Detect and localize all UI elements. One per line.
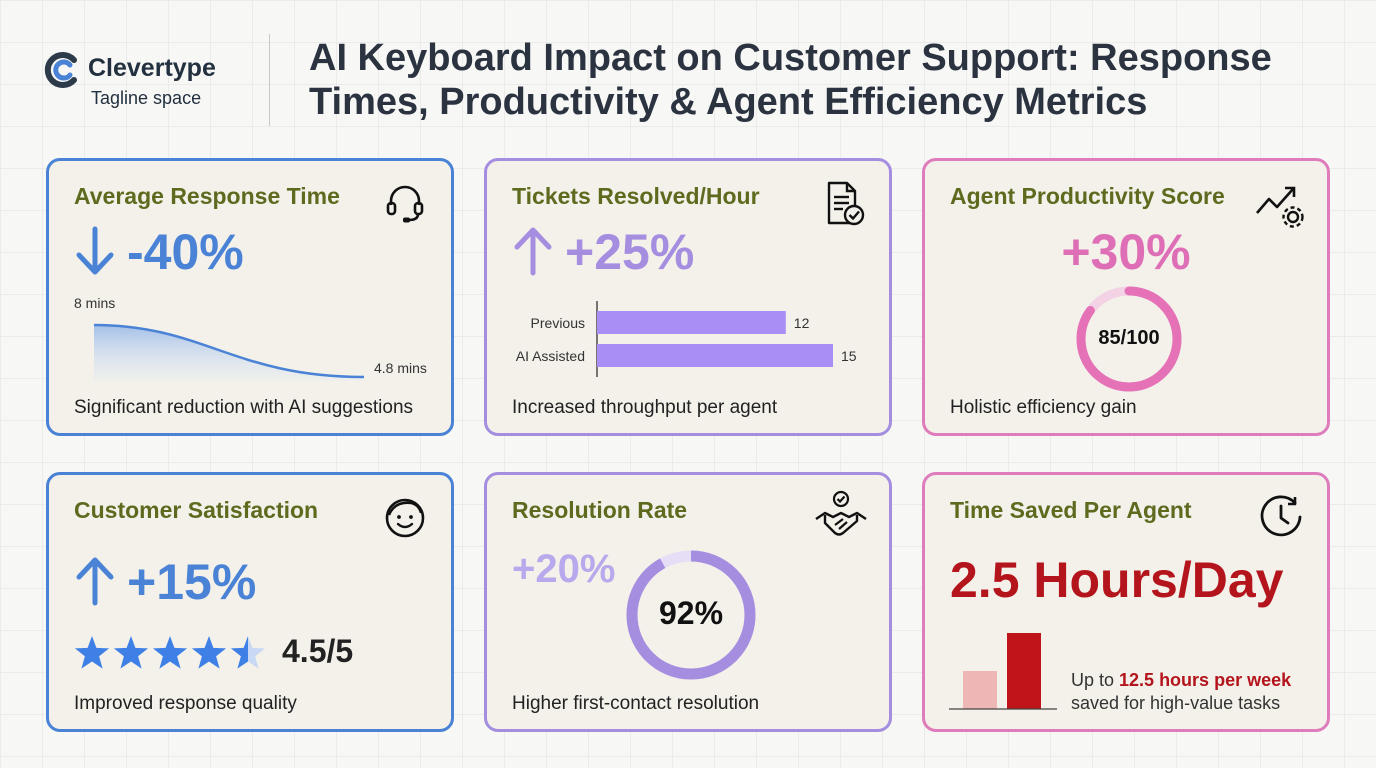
time-saved-suffix: saved for high-value tasks (1071, 693, 1281, 713)
handshake-check-icon (815, 490, 867, 536)
card-tickets-resolved: Tickets Resolved/Hour +25% Previous 12 AI … (484, 158, 892, 436)
smiley-face-icon (385, 498, 425, 538)
card-title: Agent Productivity Score (950, 183, 1225, 209)
time-saved-bar-chart (949, 633, 1057, 710)
star-rating (74, 636, 266, 669)
spark-start-label: 8 mins (74, 295, 116, 311)
star-icon (191, 636, 227, 669)
document-check-icon (827, 181, 865, 226)
card-title: Customer Satisfaction (74, 497, 319, 523)
star-icon (230, 636, 266, 669)
card-footer: Holistic efficiency gain (950, 397, 1137, 418)
resolution-donut (626, 550, 756, 680)
resolution-rate-label: 92% (658, 595, 724, 631)
card-resolution-rate: Resolution Rate +20% 92% Higher first-co… (484, 472, 892, 732)
spark-end-label: 4.8 mins (374, 360, 427, 376)
bar (597, 311, 786, 334)
time-saved-emphasis: 12.5 hours per week (1119, 670, 1292, 690)
satisfaction-change: +15% (127, 554, 257, 610)
bar (597, 344, 833, 367)
card-footer: Higher first-contact resolution (512, 693, 760, 714)
star-icon (113, 636, 149, 669)
card-title: Time Saved Per Agent (950, 497, 1192, 523)
response-time-area-chart (93, 323, 365, 381)
productivity-donut (1076, 286, 1182, 392)
star-icon (152, 636, 188, 669)
time-saved-headline: 2.5 Hours/Day (950, 552, 1284, 608)
productivity-arc (1076, 286, 1182, 392)
response-time-change: -40% (127, 224, 244, 280)
time-bar (1007, 633, 1041, 709)
rating-value: 4.5/5 (282, 633, 354, 669)
spark-line (93, 323, 365, 379)
clock-icon (1260, 495, 1302, 537)
time-saved-description: Up to 12.5 hours per week saved for high… (1071, 669, 1291, 715)
card-footer: Significant reduction with AI suggestion… (74, 397, 414, 418)
bar-category-label: AI Assisted (516, 348, 585, 364)
card-response-time: Average Response Time -40% 8 mins 4.8 mi… (46, 158, 454, 436)
brand-tagline: Tagline space (91, 88, 202, 108)
bar-value-label: 12 (794, 315, 810, 331)
time-saved-prefix: Up to (1071, 670, 1120, 690)
bar-value-label: 15 (841, 348, 857, 364)
resolution-change: +20% (512, 547, 616, 591)
headset-icon (386, 185, 424, 223)
productivity-score-label: 85/100 (1098, 327, 1160, 349)
card-time-saved: Time Saved Per Agent 2.5 Hours/Day Up to… (922, 472, 1330, 732)
arrow-up-icon (76, 557, 114, 606)
header-divider (269, 34, 270, 126)
page-header: Clevertype Tagline space AI Keyboard Imp… (0, 0, 1376, 140)
card-productivity-score: Agent Productivity Score +30% 85/100 Hol… (922, 158, 1330, 436)
star-icon (74, 636, 110, 669)
clevertype-logo-icon (44, 52, 77, 88)
card-footer: Increased throughput per agent (512, 397, 778, 418)
spark-area (94, 325, 364, 381)
productivity-change: +30% (1061, 224, 1191, 280)
trend-gear-icon (1256, 186, 1304, 228)
card-title: Resolution Rate (512, 497, 688, 523)
page-title: AI Keyboard Impact on Customer Support: … (309, 37, 1272, 123)
card-customer-satisfaction: Customer Satisfaction +15% 4.5/5 Improve… (46, 472, 454, 732)
card-title: Average Response Time (74, 183, 340, 209)
time-bar (963, 671, 997, 709)
tickets-bar-chart: Previous 12 AI Assisted 15 (516, 301, 857, 377)
brand-name: Clevertype (88, 54, 216, 82)
bar-category-label: Previous (531, 315, 585, 331)
card-footer: Improved response quality (74, 693, 297, 714)
arrow-up-icon (514, 227, 552, 276)
tickets-change: +25% (565, 224, 695, 280)
resolution-arc (626, 550, 756, 680)
arrow-down-icon (76, 226, 114, 275)
card-title: Tickets Resolved/Hour (512, 183, 760, 209)
